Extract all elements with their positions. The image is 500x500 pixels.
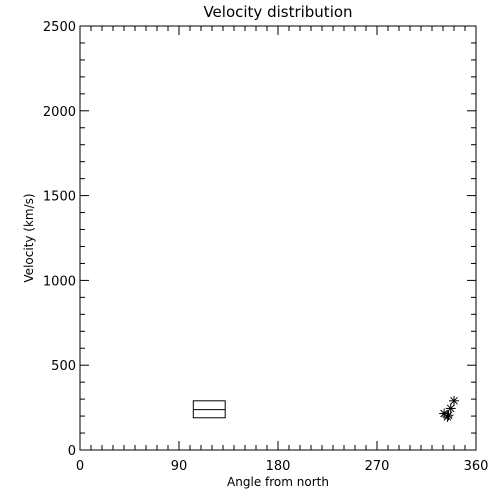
x-axis-label: Angle from north	[227, 475, 329, 489]
x-tick-label: 180	[266, 459, 291, 474]
x-tick-label: 0	[76, 459, 84, 474]
axis-tick-labels: 0 90 180 270 360 0 500 1000 1500 2000 2500	[43, 20, 489, 474]
y-axis-label: Velocity (km/s)	[22, 193, 36, 282]
plot-frame	[79, 25, 477, 451]
asterisk-stroke	[450, 396, 458, 405]
y-tick-label: 0	[68, 444, 76, 459]
x-tick-label: 90	[171, 459, 188, 474]
y-tick-label: 2000	[43, 105, 76, 120]
y-tick-label: 1500	[43, 190, 76, 205]
x-tick-label: 270	[365, 459, 390, 474]
asterisk-stroke	[440, 409, 448, 418]
asterisk-point	[449, 395, 459, 406]
chart-title: Velocity distribution	[203, 3, 352, 21]
asterisk-point	[445, 403, 456, 414]
axis-ticks	[79, 25, 477, 451]
data-marks	[192, 395, 459, 422]
y-tick-label: 2500	[43, 20, 76, 35]
asterisk-point	[439, 408, 450, 419]
x-tick-label: 360	[464, 459, 489, 474]
asterisk-point	[443, 410, 454, 421]
y-tick-label: 500	[51, 359, 76, 374]
asterisk-stroke	[446, 404, 455, 413]
y-tick-label: 1000	[43, 274, 76, 289]
